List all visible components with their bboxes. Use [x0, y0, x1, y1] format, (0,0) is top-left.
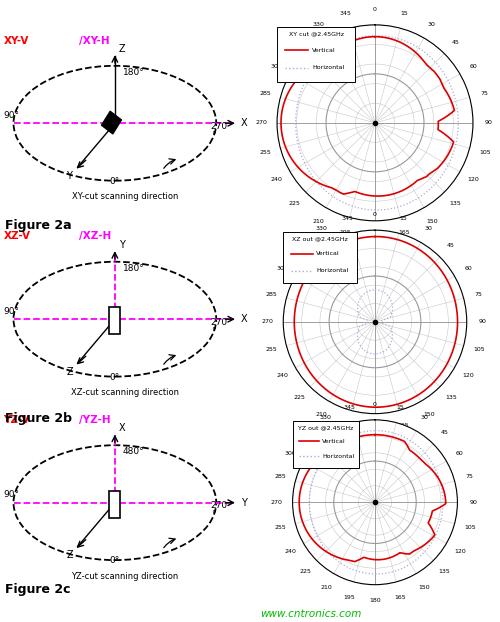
Text: /YZ-H: /YZ-H — [79, 415, 110, 425]
Text: X: X — [240, 314, 247, 324]
Text: °: ° — [211, 511, 216, 519]
Polygon shape — [102, 111, 121, 134]
Text: 0°: 0° — [110, 373, 120, 382]
Text: Horizontal: Horizontal — [312, 65, 344, 70]
Text: 90°: 90° — [4, 307, 20, 316]
Text: Z: Z — [119, 44, 126, 54]
Bar — [109, 307, 120, 334]
Text: /XY-H: /XY-H — [79, 35, 110, 45]
Text: X: X — [119, 424, 126, 434]
Text: Z: Z — [66, 367, 73, 377]
Text: Figure 2a: Figure 2a — [5, 219, 71, 232]
Text: Figure 2b: Figure 2b — [5, 412, 72, 425]
Text: /XZ-H: /XZ-H — [79, 231, 112, 241]
Text: 90°: 90° — [4, 111, 20, 120]
Text: 270: 270 — [211, 122, 228, 131]
Text: XZ-cut scanning direction: XZ-cut scanning direction — [71, 388, 179, 397]
Text: 180°: 180° — [123, 264, 144, 272]
FancyBboxPatch shape — [277, 27, 355, 81]
Text: Z: Z — [66, 550, 73, 560]
Text: X: X — [240, 118, 247, 128]
Text: XZ-V: XZ-V — [4, 231, 30, 241]
Text: 0°: 0° — [110, 177, 120, 186]
Text: 90°: 90° — [4, 490, 20, 499]
Text: °: ° — [211, 327, 216, 336]
Text: Vertical: Vertical — [312, 48, 336, 53]
Text: Horizontal: Horizontal — [322, 453, 354, 458]
Text: Horizontal: Horizontal — [316, 268, 348, 273]
Text: 0°: 0° — [110, 557, 120, 565]
Text: 270: 270 — [211, 501, 228, 510]
Text: XY-cut scanning direction: XY-cut scanning direction — [72, 192, 178, 201]
Text: YZ out @2.45GHz: YZ out @2.45GHz — [298, 425, 353, 430]
Text: Y: Y — [66, 171, 72, 181]
Bar — [109, 491, 120, 518]
Text: Figure 2c: Figure 2c — [5, 583, 70, 596]
Text: 270: 270 — [211, 318, 228, 327]
Text: XY-V: XY-V — [4, 35, 29, 45]
Text: Vertical: Vertical — [322, 439, 346, 443]
Text: XY cut @2.45GHz: XY cut @2.45GHz — [288, 32, 344, 37]
FancyBboxPatch shape — [284, 232, 356, 284]
Text: Y: Y — [240, 498, 246, 508]
Text: 180°: 180° — [123, 68, 144, 77]
Text: Y: Y — [119, 240, 125, 250]
Text: www.cntronics.com: www.cntronics.com — [260, 609, 362, 619]
Text: Vertical: Vertical — [316, 251, 340, 256]
Text: YZ-V: YZ-V — [4, 415, 30, 425]
Text: 480°: 480° — [123, 447, 144, 456]
Text: °: ° — [211, 131, 216, 140]
Text: YZ-cut scanning direction: YZ-cut scanning direction — [72, 572, 178, 580]
Text: XZ out @2.45GHz: XZ out @2.45GHz — [292, 236, 348, 241]
FancyBboxPatch shape — [292, 422, 358, 468]
